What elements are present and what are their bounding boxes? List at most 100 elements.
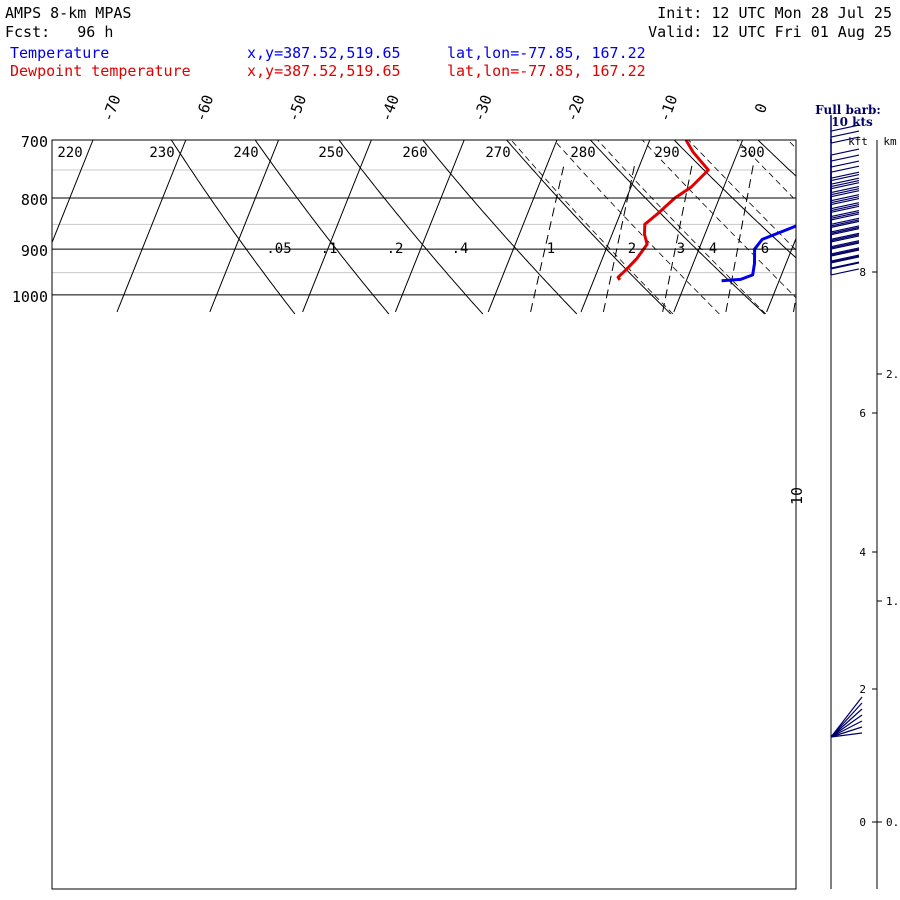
low-level-barb [830, 702, 863, 738]
isotherm-line [116, 140, 187, 313]
full-barb-key-units: 10 kts [831, 115, 873, 129]
sounding-traces [616, 140, 796, 283]
legend-dewpoint-xy: x,y=387.52,519.65 [247, 62, 401, 80]
wind-barb-flag [830, 148, 860, 156]
wind-barb-flag [830, 232, 860, 240]
wind-barb-flag [830, 198, 860, 206]
dewpoint-trace [616, 140, 710, 281]
wind-barb-flag [830, 255, 860, 263]
dry-adiabat-label: 290 [654, 145, 679, 161]
wind-barb-flag [830, 182, 860, 190]
isotherm-line [859, 140, 900, 312]
wind-barb-flag [830, 190, 860, 198]
legend-dewpoint-latlon: lat,lon=-77.85, 167.22 [447, 62, 646, 80]
mixing-ratio-line [725, 164, 754, 313]
dry-adiabat-label: 280 [570, 145, 595, 161]
isotherm-label: -50 [284, 92, 310, 124]
wind-barb-flag [830, 225, 860, 233]
isotherm-line [209, 140, 280, 313]
thermo-grid [52, 134, 900, 315]
wind-barb-flag [830, 173, 860, 182]
mixing-ratio-line [793, 294, 796, 313]
dry-adiabat-label: 220 [57, 145, 82, 161]
wind-barb-flag [830, 262, 860, 270]
kft-tick-label: 8 [859, 266, 866, 279]
wind-barb-flag [830, 248, 860, 256]
isotherm-label: -40 [377, 92, 403, 124]
kft-tick-label: 6 [859, 407, 866, 420]
moist-adiabat [736, 140, 796, 202]
wind-barb-flag [830, 154, 860, 162]
isotherm-line [673, 140, 744, 313]
wind-barb-flag [830, 249, 860, 257]
wind-barb-flag [830, 177, 860, 185]
low-level-barb [830, 714, 863, 738]
kft-tick-label: 4 [859, 546, 866, 559]
low-level-barb [830, 720, 863, 738]
wind-barb-flag [830, 160, 860, 168]
legend-temperature-latlon: lat,lon=-77.85, 167.22 [447, 44, 646, 62]
wind-barb-flag [830, 256, 860, 264]
wind-barb [830, 196, 860, 225]
isotherm-line [580, 140, 651, 313]
moist-adiabat [553, 140, 720, 315]
wind-barb-flag [830, 194, 860, 202]
init-time: Init: 12 UTC Mon 28 Jul 25 [657, 4, 892, 22]
wind-barb-flag [830, 210, 860, 218]
dry-adiabat-label: 300 [739, 145, 764, 161]
low-level-barb [830, 726, 863, 738]
kft-tick-label: 0 [859, 816, 866, 829]
wind-barb-flag [830, 171, 860, 179]
wind-barb-flag [830, 179, 860, 188]
wind-barb-flag [830, 124, 860, 132]
pressure-label: 700 [21, 133, 48, 151]
isotherm-label: -60 [191, 92, 217, 124]
wind-barb-flag [830, 261, 860, 269]
legend-temperature-label: Temperature [10, 44, 110, 62]
pressure-label: 1000 [12, 288, 48, 306]
wind-barb-flag [830, 254, 860, 262]
low-level-barb [830, 732, 863, 738]
wind-barb-flag [830, 220, 860, 228]
wind-barb-flag [830, 247, 860, 255]
wind-barb-flag [830, 226, 860, 234]
wind-barb-flag [830, 165, 860, 173]
mixing-ratio-line [662, 164, 693, 313]
dry-adiabat-label: 270 [485, 145, 510, 161]
moist-adiabat [895, 134, 900, 314]
mixing-ratio-line [530, 164, 565, 313]
km-tick-label: 2. [886, 368, 899, 381]
dry-adiabat [170, 140, 296, 315]
isotherm-label: -30 [470, 92, 496, 124]
km-tick-label: 0. [886, 816, 899, 829]
moist-adiabat [510, 140, 674, 315]
isotherm-line [766, 237, 796, 313]
wind-barb [830, 188, 860, 218]
wind-barb-flag [830, 211, 860, 219]
dry-adiabat [422, 140, 578, 315]
isotherm-line [52, 140, 94, 244]
isotherm-label: 10 [788, 487, 806, 505]
mixing-ratio-line [890, 164, 900, 312]
forecast-hour: Fcst: 96 h [5, 23, 114, 41]
kft-tick-label: 2 [859, 683, 866, 696]
km-tick-label: 1. [886, 595, 899, 608]
pressure-label: 900 [21, 242, 48, 260]
low-level-barb [830, 696, 863, 738]
wind-barb [830, 115, 860, 144]
pressure-axis: 800 900 1000 700 [12, 133, 796, 306]
isotherm-line [302, 140, 372, 313]
isotherm-line [394, 140, 465, 313]
dry-adiabat [589, 140, 766, 315]
pressure-label: 800 [21, 191, 48, 209]
wind-barb-flag [830, 136, 860, 144]
dry-adiabat [254, 140, 390, 315]
wind-barb-flag [830, 130, 860, 138]
wind-barb-flag [830, 242, 860, 250]
wind-barb [830, 180, 860, 210]
dry-adiabat [505, 140, 672, 315]
mixing-ratio-line [602, 164, 636, 313]
wind-barb-flag [830, 213, 860, 221]
isotherm-label: -70 [98, 92, 124, 124]
